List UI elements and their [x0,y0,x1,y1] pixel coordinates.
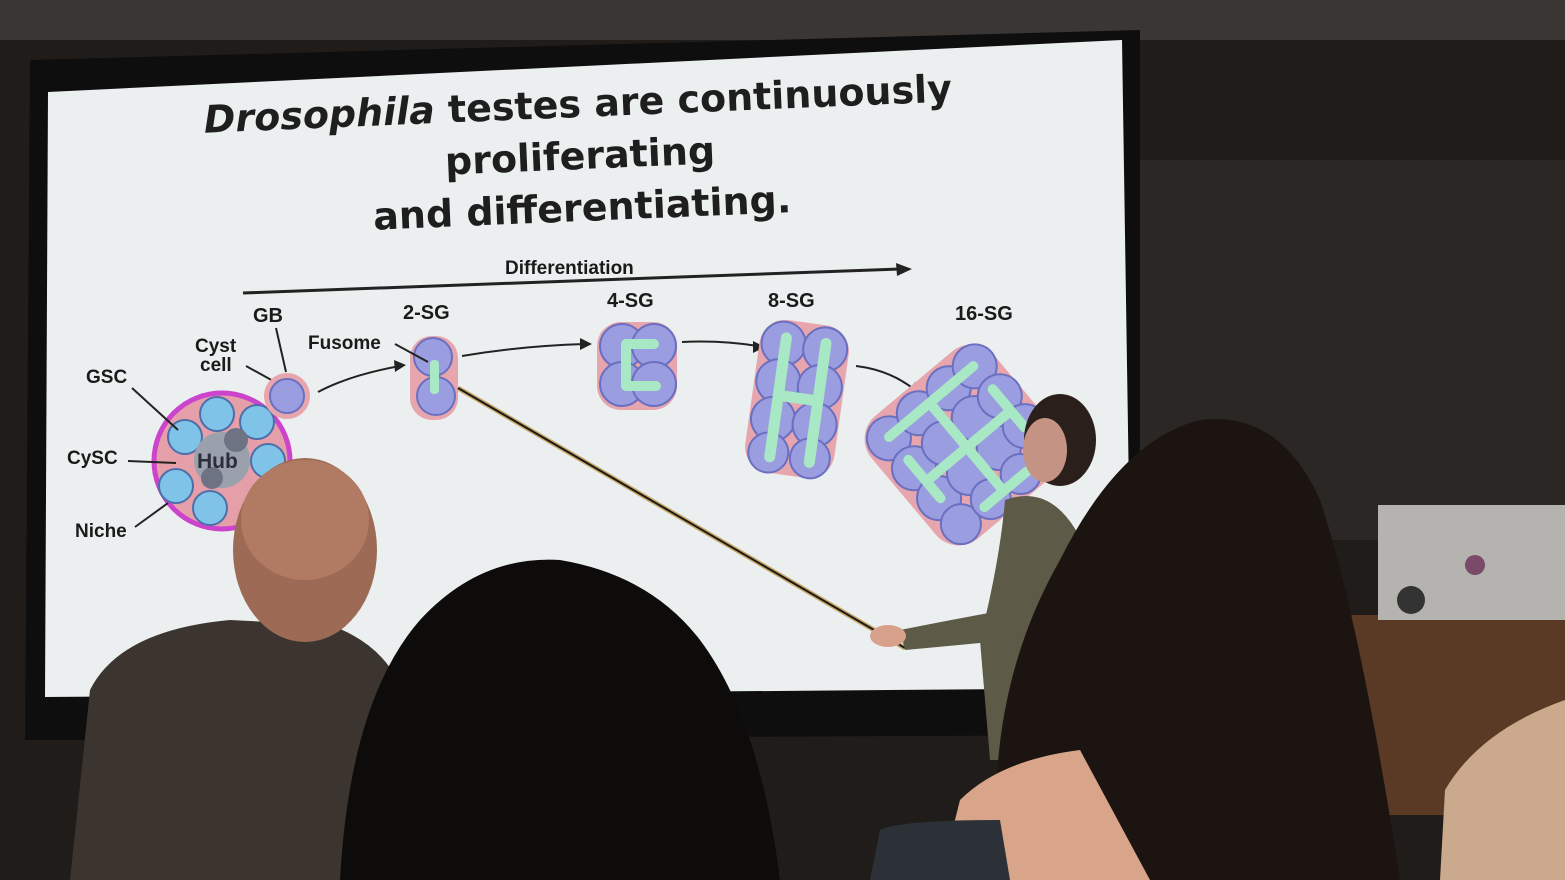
fusome-label: Fusome [308,333,381,354]
audience [70,419,1565,880]
cyst-4sg [597,322,677,410]
arrow-2sg-to-4sg [461,343,586,357]
gsc-label: GSC [86,367,128,388]
stage-label-8sg: 8-SG [768,290,815,312]
arrow-8sg-to-16sg [855,365,916,391]
cyst-2sg [394,336,458,420]
stage-label-gb: GB [253,305,283,327]
niche-label: Niche [75,521,127,542]
stage-label-2sg: 2-SG [403,302,450,324]
arrow-4sg-to-8sg [681,340,759,347]
differentiation-label: Differentiation [505,258,634,279]
cyst-label-line2: cell [200,355,232,376]
differentiation-arrowhead [896,263,912,276]
cyst-16sg [864,343,1068,546]
arrow-gb-to-2sg [317,365,401,393]
gonialblast-cell [264,373,310,419]
cyst-8sg [745,319,849,480]
title-italic-word: Drosophila [202,88,436,142]
niche-cluster [127,327,293,532]
hub-label: Hub [197,450,238,473]
cyst-label-line1: Cyst [195,336,237,357]
ceiling [0,0,1565,40]
stage-label-16sg: 16-SG [955,303,1013,325]
cysc-label: CySC [67,448,118,469]
differentiation-arrow [242,267,901,295]
title-rest: testes are continuously proliferating [444,66,953,184]
stage-label-4sg: 4-SG [607,290,654,312]
